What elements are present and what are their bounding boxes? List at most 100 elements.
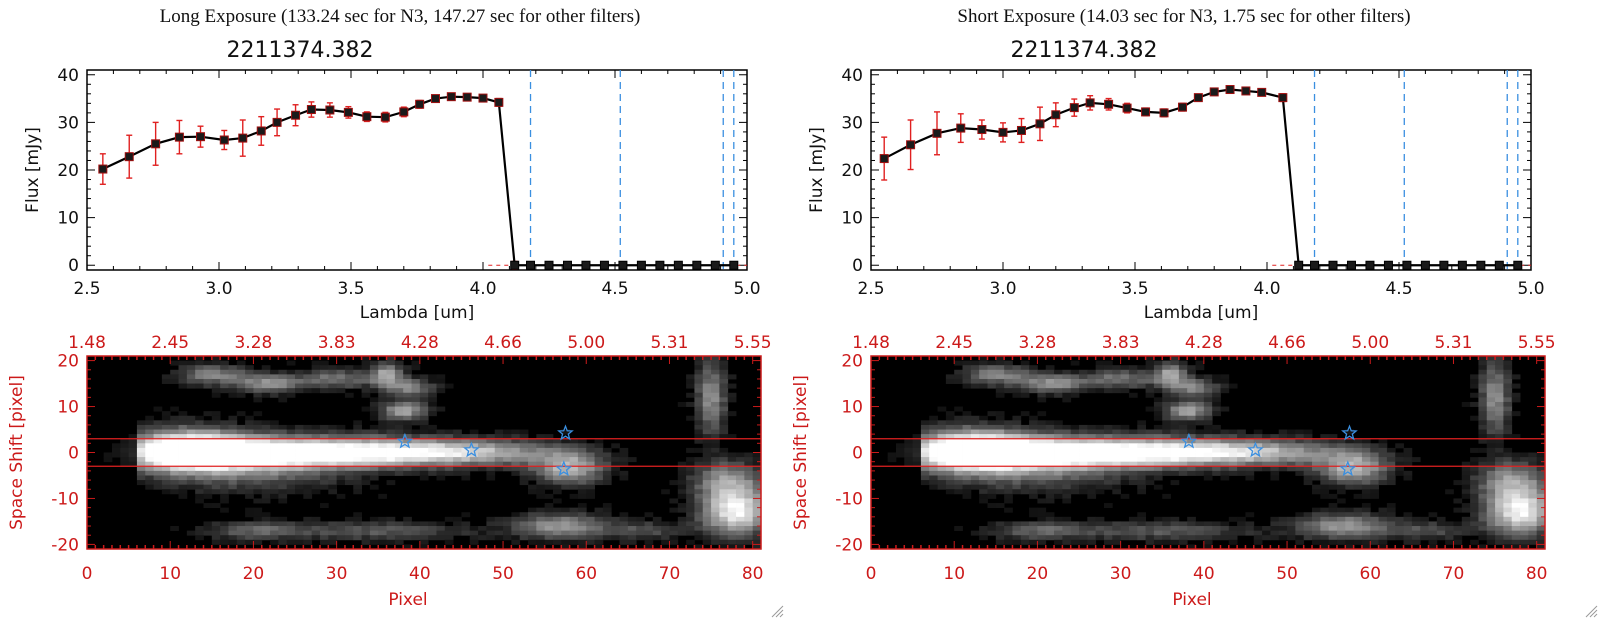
image-pixel: [995, 438, 1005, 444]
image-pixel: [1195, 470, 1205, 476]
image-pixel: [652, 521, 662, 527]
image-pixel: [444, 516, 454, 522]
x-tick-label: 2.5: [857, 279, 884, 299]
image-pixel: [1137, 369, 1146, 375]
image-pixel: [386, 480, 396, 486]
image-pixel: [1328, 526, 1338, 532]
image-pixel: [727, 516, 737, 522]
image-pixel: [937, 457, 947, 463]
image-pixel: [1153, 447, 1163, 453]
image-pixel: [1303, 480, 1313, 486]
image-pixel: [386, 516, 396, 522]
image-pixel: [702, 401, 712, 407]
image-pixel: [736, 461, 745, 467]
image-pixel: [303, 374, 313, 380]
image-pixel: [1178, 434, 1188, 440]
image-pixel: [278, 457, 288, 463]
image-pixel: [386, 406, 396, 412]
image-pixel: [694, 498, 704, 504]
flux-point: [1035, 119, 1045, 129]
image-pixel: [303, 438, 313, 444]
image-pixel: [170, 466, 179, 472]
image-pixel: [469, 535, 479, 541]
image-pixel: [369, 406, 379, 412]
image-pixel: [1062, 369, 1072, 375]
image-pixel: [962, 374, 972, 380]
image-pixel: [403, 447, 412, 453]
image-pixel: [1170, 521, 1180, 527]
image-pixel: [1287, 516, 1296, 522]
image-pixel: [1195, 434, 1205, 440]
image-pixel: [186, 475, 196, 481]
image-pixel: [569, 512, 579, 518]
image-pixel: [228, 489, 238, 495]
image-pixel: [245, 369, 254, 375]
image-pixel: [727, 526, 737, 532]
image-pixel: [1278, 466, 1288, 472]
image-pixel: [403, 516, 412, 522]
image-pixel: [228, 369, 238, 375]
image-pixel: [1478, 415, 1488, 421]
image-pixel: [1029, 447, 1038, 453]
image-pixel: [228, 378, 238, 384]
image-pixel: [1170, 365, 1180, 371]
image-pixel: [528, 447, 537, 453]
image-pixel: [561, 521, 571, 527]
image-pixel: [569, 493, 579, 499]
image-pixel: [1428, 535, 1438, 541]
resize-grip-icon[interactable]: [1584, 604, 1598, 618]
image-pixel: [1195, 530, 1205, 536]
image-pixel: [1295, 521, 1305, 527]
image-pixel: [1070, 461, 1080, 467]
image-pixel: [386, 365, 396, 371]
pixel-axis-label: Pixel: [1172, 590, 1211, 610]
image-pixel: [1020, 530, 1030, 536]
image-pixel: [970, 530, 980, 536]
image-pixel: [995, 388, 1005, 394]
image-pixel: [319, 526, 329, 532]
image-pixel: [979, 526, 988, 532]
image-pixel: [987, 470, 997, 476]
image-pixel: [1403, 535, 1413, 541]
image-pixel: [278, 480, 288, 486]
image-pixel: [1253, 530, 1263, 536]
image-pixel: [411, 530, 421, 536]
image-pixel: [1020, 360, 1030, 366]
image-pixel: [1012, 415, 1022, 421]
image-pixel: [511, 443, 521, 449]
image-pixel: [245, 438, 254, 444]
image-pixel: [1295, 539, 1305, 545]
image-pixel: [319, 539, 329, 545]
image-pixel: [378, 452, 387, 458]
image-pixel: [1153, 516, 1163, 522]
image-pixel: [378, 378, 387, 384]
image-pixel: [245, 489, 254, 495]
image-pixel: [111, 443, 121, 449]
resize-grip-icon[interactable]: [770, 604, 784, 618]
image-pixel: [236, 392, 246, 398]
image-pixel: [1095, 470, 1105, 476]
image-pixel: [987, 434, 997, 440]
image-pixel: [403, 397, 412, 403]
image-pixel: [1153, 374, 1163, 380]
image-pixel: [694, 420, 704, 426]
image-pixel: [253, 539, 263, 545]
image-pixel: [1187, 470, 1196, 476]
image-pixel: [1312, 470, 1321, 476]
image-pixel: [1386, 512, 1396, 518]
image-pixel: [937, 466, 947, 472]
image-pixel: [1212, 452, 1221, 458]
image-pixel: [1187, 378, 1196, 384]
image-pixel: [170, 480, 179, 486]
image-pixel: [1103, 475, 1113, 481]
image-pixel: [577, 438, 587, 444]
image-pixel: [1312, 507, 1321, 513]
image-pixel: [586, 480, 595, 486]
image-pixel: [1520, 512, 1529, 518]
image-pixel: [987, 480, 997, 486]
image-pixel: [461, 526, 471, 532]
image-pixel: [1361, 535, 1371, 541]
image-pixel: [979, 383, 988, 389]
image-pixel: [270, 374, 279, 380]
image-pixel: [1020, 475, 1030, 481]
